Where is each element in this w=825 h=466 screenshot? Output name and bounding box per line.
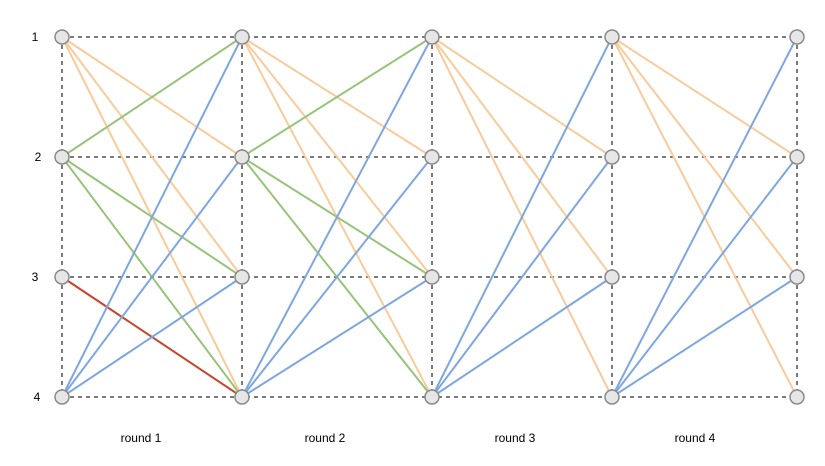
- node-col3-row3: [604, 269, 620, 285]
- edge-orange-c1r1-c2r3: [241, 36, 433, 278]
- edge-orange-c2r1-c3r2: [431, 36, 613, 158]
- row-label-4: 4: [34, 390, 41, 404]
- edge-blue-c0r4-c1r3: [61, 276, 243, 398]
- node-col1-row4: [234, 389, 250, 405]
- node-col4-row3: [789, 269, 805, 285]
- row-labels: 1 2 3 4: [32, 30, 42, 404]
- node-col0-row3: [54, 269, 70, 285]
- node-col4-row2: [789, 149, 805, 165]
- edge-green-c1r2-c2r1: [241, 36, 433, 158]
- edge-layer: [61, 36, 798, 398]
- node-col2-row2: [424, 149, 440, 165]
- node-col3-row4: [604, 389, 620, 405]
- node-col2-row3: [424, 269, 440, 285]
- edge-orange-c2r1-c3r3: [431, 36, 613, 278]
- edge-blue-c2r4-c3r2: [431, 156, 613, 398]
- node-col1-row1: [234, 29, 250, 45]
- grid-layer: [61, 36, 798, 398]
- edge-blue-c2r4-c3r3: [431, 276, 613, 398]
- node-col3-row2: [604, 149, 620, 165]
- round-label-3: round 3: [495, 431, 536, 445]
- round-label-4: round 4: [675, 431, 716, 445]
- node-col0-row1: [54, 29, 70, 45]
- round-labels: round 1 round 2 round 3 round 4: [121, 431, 716, 445]
- edge-blue-c2r4-c3r1: [431, 36, 613, 398]
- edge-blue-c0r4-c1r2: [61, 156, 243, 398]
- node-col4-row4: [789, 389, 805, 405]
- node-col1-row2: [234, 149, 250, 165]
- row-label-1: 1: [32, 30, 39, 44]
- node-col2-row1: [424, 29, 440, 45]
- edge-green-c0r2-c1r1: [61, 36, 243, 158]
- edge-blue-c1r4-c2r3: [241, 276, 433, 398]
- edge-blue-c3r4-c4r2: [611, 156, 798, 398]
- edge-blue-c1r4-c2r1: [241, 36, 433, 398]
- row-label-3: 3: [32, 270, 39, 284]
- node-layer: [54, 29, 805, 405]
- edge-blue-c0r4-c1r1: [61, 36, 243, 398]
- node-col1-row3: [234, 269, 250, 285]
- node-col0-row2: [54, 149, 70, 165]
- edge-blue-c1r4-c2r2: [241, 156, 433, 398]
- edge-orange-c3r1-c4r2: [611, 36, 798, 158]
- node-col0-row4: [54, 389, 70, 405]
- round-label-1: round 1: [121, 431, 162, 445]
- node-col3-row1: [604, 29, 620, 45]
- row-label-2: 2: [35, 150, 42, 164]
- node-col4-row1: [789, 29, 805, 45]
- edge-orange-c0r1-c1r3: [61, 36, 243, 278]
- round-label-2: round 2: [305, 431, 346, 445]
- edge-blue-c3r4-c4r1: [611, 36, 798, 398]
- edge-blue-c3r4-c4r3: [611, 276, 798, 398]
- node-col2-row4: [424, 389, 440, 405]
- edge-orange-c3r1-c4r3: [611, 36, 798, 278]
